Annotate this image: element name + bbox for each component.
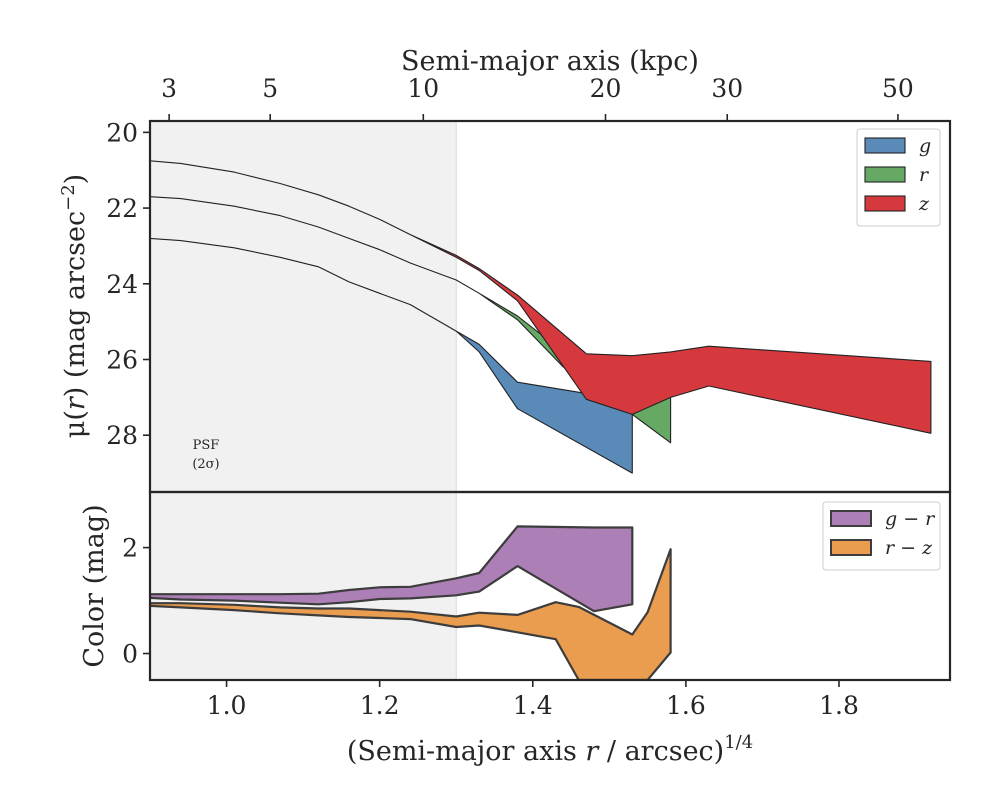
psf-label-line-2: (2σ) (192, 457, 219, 472)
top-axis-label: Semi-major axis (kpc) (401, 46, 699, 77)
bottom-xtick-label: 1.8 (819, 691, 859, 720)
upper-ylabel-part-5: ) (60, 174, 91, 185)
top-axis-tick-label: 20 (590, 74, 622, 103)
bottom-axis-label-exponent: 1/4 (724, 732, 753, 753)
lower-legend-entry: g − r (885, 508, 936, 530)
upper-ytick-label: 24 (106, 270, 138, 299)
top-axis-tick-label: 50 (882, 74, 914, 103)
figure: 20 22 24 26 28 3 5 10 20 30 50 0 2 1.0 1.2 1.4 1.6 1.8 grz… (0, 0, 1000, 800)
bottom-axis-label: (Semi-major axis r / arcsec)1/4 (347, 732, 753, 767)
lower-legend-entry: r − z (885, 537, 933, 559)
psf-label-line-1: PSF (193, 438, 220, 453)
top-axis-tick-label: 30 (711, 74, 743, 103)
upper-ytick-label: 20 (106, 118, 138, 147)
upper-legend-swatch (865, 196, 905, 211)
bottom-xtick-label: 1.6 (666, 691, 706, 720)
lower-legend-swatch (831, 540, 871, 555)
lower-ylabel: Color (mag) (79, 504, 110, 667)
top-axis-tick-label: 3 (161, 74, 177, 103)
lower-legend: g − r r − z (823, 502, 940, 570)
lower-legend-swatch (831, 511, 871, 526)
upper-ylabel-part-1: μ( (60, 410, 91, 438)
top-axis-tick-label: 10 (407, 74, 439, 103)
upper-legend-entry: g (919, 135, 931, 157)
upper-ytick-label: 22 (106, 194, 138, 223)
upper-legend: grz (857, 129, 940, 226)
bottom-xtick-label: 1.0 (207, 691, 247, 720)
upper-ylabel-part-3: ) (mag arcsec (60, 211, 91, 397)
top-axis-tick-label: 5 (262, 74, 278, 103)
upper-ytick-label: 28 (106, 421, 138, 450)
upper-ytick-label: 26 (106, 346, 138, 375)
bottom-xtick-label: 1.4 (513, 691, 553, 720)
upper-ylabel: μ(r) (mag arcsec−2) (58, 174, 91, 438)
lower-ytick-label: 2 (122, 534, 138, 563)
bottom-xtick-label: 1.2 (360, 691, 400, 720)
bottom-axis-label-part-3: / arcsec) (598, 736, 724, 767)
upper-ylabel-exponent: −2 (58, 184, 79, 211)
upper-legend-swatch (865, 167, 905, 182)
upper-legend-swatch (865, 138, 905, 153)
lower-ytick-label: 0 (122, 640, 138, 669)
upper-legend-entry: z (918, 193, 930, 215)
bottom-axis-label-part-1: (Semi-major axis (347, 736, 586, 767)
